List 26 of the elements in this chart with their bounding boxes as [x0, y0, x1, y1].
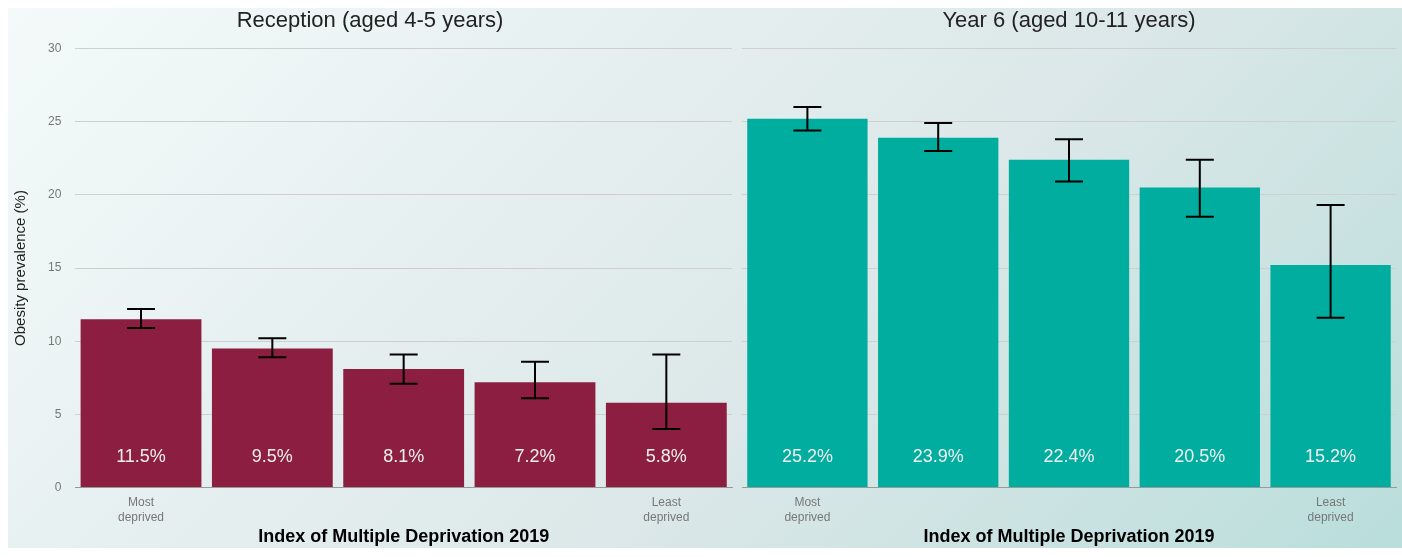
- chart-title: Year 6 (aged 10-11 years): [942, 7, 1196, 33]
- data-label: 15.2%: [1305, 445, 1357, 466]
- y-tick-label: 25: [47, 113, 62, 128]
- x-tick-label: Least deprived: [1307, 495, 1354, 524]
- x-tick-label: Most deprived: [118, 495, 165, 524]
- y-tick-label: 10: [47, 333, 62, 348]
- x-tick-label: Most deprived: [784, 495, 831, 524]
- data-label: 5.8%: [645, 445, 687, 466]
- x-tick-label: Least deprived: [643, 495, 690, 524]
- data-label: 20.5%: [1174, 445, 1226, 466]
- data-label: 25.2%: [781, 445, 833, 466]
- y-tick-label: 15: [47, 260, 62, 275]
- y-tick-label: 5: [54, 406, 62, 421]
- y-tick-label: 30: [47, 40, 62, 55]
- data-label: 22.4%: [1043, 445, 1095, 466]
- y-axis-title: Obesity prevalence (%): [11, 190, 29, 346]
- data-label: 11.5%: [116, 445, 166, 466]
- x-axis-title: Index of Multiple Deprivation 2019: [923, 526, 1215, 547]
- x-axis-title: Index of Multiple Deprivation 2019: [258, 526, 550, 547]
- data-label: 23.9%: [912, 445, 964, 466]
- data-label: 8.1%: [383, 445, 425, 466]
- data-label: 9.5%: [251, 445, 293, 466]
- chart-title: Reception (aged 4-5 years): [236, 7, 504, 33]
- y-tick-label: 20: [47, 187, 62, 202]
- y-tick-label: 0: [54, 479, 62, 494]
- data-label: 7.2%: [514, 445, 556, 466]
